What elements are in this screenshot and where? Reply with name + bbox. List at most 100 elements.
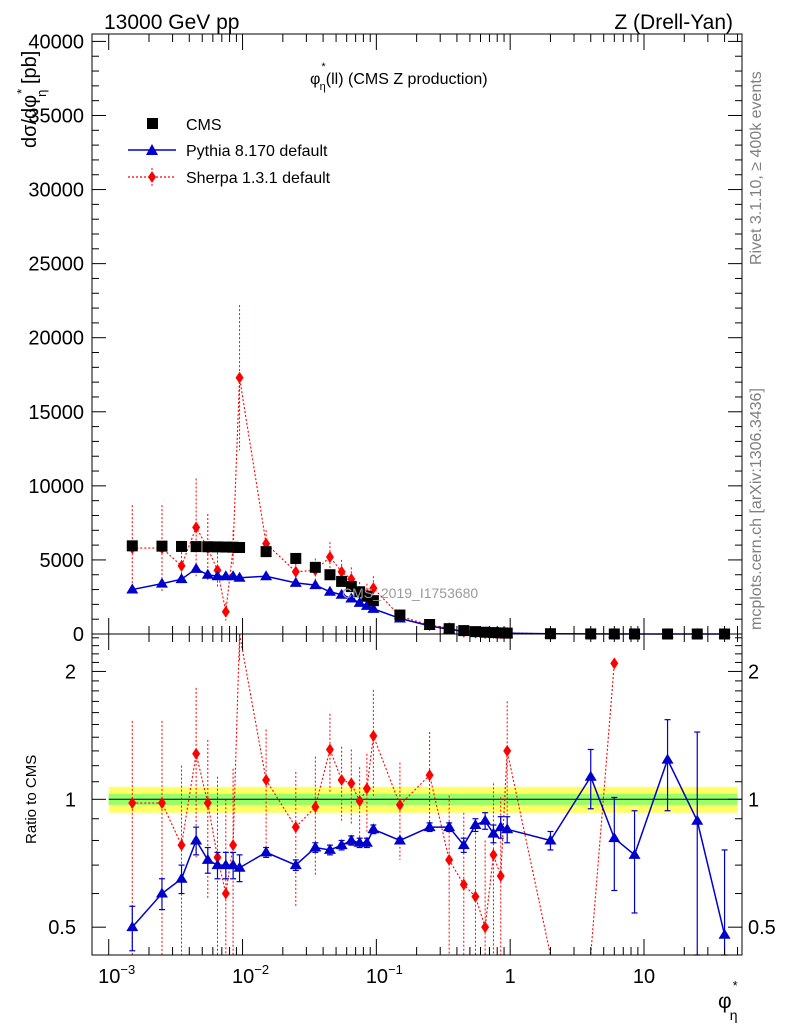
cms-main-point [190, 541, 202, 553]
cms-main-point [458, 625, 470, 637]
main-content-layer [126, 305, 731, 640]
pythia-ratio-point [190, 834, 203, 845]
pythia-ratio-point [360, 836, 373, 847]
title-star: * [321, 61, 326, 73]
sherpa-main-point [221, 605, 230, 618]
main-panel: 0 5000 10000 15000 20000 25000 30000 35000 40000… [28, 31, 743, 646]
cms-main-point [212, 541, 224, 553]
pythia-main-point [335, 588, 348, 599]
ratio-y-tick-label-right: 0.5 [748, 917, 776, 939]
pythia-ratio-line [131, 757, 726, 935]
sherpa-ratio-line [132, 633, 615, 956]
pythia-ratio-point [233, 861, 246, 872]
header-process: Z (Drell-Yan) [614, 11, 733, 34]
cms-main-point [220, 541, 232, 553]
ylabel-eta: η [34, 90, 49, 97]
ratio-y-tick-label-right: 1 [748, 789, 759, 811]
sherpa-ratio-point [503, 744, 512, 757]
x-tick-label: 1 [505, 966, 516, 988]
legend-sherpa-label: Sherpa 1.3.1 default [186, 170, 331, 187]
legend-pythia-label: Pythia 8.170 default [186, 143, 328, 160]
sherpa-ratio-point [347, 777, 356, 790]
sherpa-ratio-point [369, 729, 378, 742]
sherpa-ratio-point [203, 797, 212, 810]
x-tick-label: 10−1 [366, 962, 403, 988]
pythia-ratio-point [494, 821, 507, 832]
main-y-tick-label: 5000 [40, 550, 85, 572]
legend-pythia-marker [146, 144, 158, 155]
sherpa-main-point [337, 565, 346, 578]
ratio-panel: 10−3 10−2 10−1 1 100.5 0.51 12 2 [48, 633, 776, 988]
sherpa-ratio-point [362, 782, 371, 795]
cms-main-point [260, 546, 272, 558]
cms-main-point [227, 541, 239, 553]
pythia-ratio-point [443, 821, 456, 832]
pythia-ratio-point [718, 928, 731, 939]
sherpa-main-point [325, 550, 334, 563]
pythia-ratio-point [260, 846, 273, 857]
pythia-ratio-point [584, 770, 597, 781]
pythia-ratio-point [227, 859, 240, 870]
rivet-version-label: Rivet 3.1.10, ≥ 400k events [748, 71, 765, 265]
cms-main-point [479, 626, 491, 638]
ratio-y-tick-label-right: 2 [748, 661, 759, 683]
x-tick-label: 10−2 [232, 962, 269, 988]
cms-main-point [469, 626, 481, 638]
sherpa-ratio-point [157, 797, 166, 810]
sherpa-ratio-point [177, 839, 186, 852]
pythia-ratio-point [367, 823, 380, 834]
cms-main-point [361, 590, 373, 602]
pythia-ratio-point [661, 753, 674, 764]
cms-main-point [126, 540, 138, 552]
sherpa-ratio-point [471, 890, 480, 903]
legend-cms-marker [147, 118, 158, 129]
legend: CMS Pythia 8.170 default Sherpa 1.3.1 de… [128, 117, 331, 187]
pythia-main-point [360, 599, 373, 610]
ratio-axes: 10−3 10−2 10−1 1 100.5 0.51 12 2 [48, 634, 776, 988]
cms-main-point [367, 595, 379, 607]
sherpa-ratio-point [489, 848, 498, 861]
cms-main-point [336, 575, 348, 587]
cms-main-point [501, 627, 513, 639]
pythia-ratio-point [309, 841, 322, 852]
pythia-ratio-point [126, 921, 139, 932]
x-tick-mantissa: 10 [633, 966, 655, 988]
sherpa-ratio-point [325, 743, 334, 756]
x-axis-label: φ* η [718, 978, 738, 1023]
sherpa-ratio-point [481, 921, 490, 934]
ratio-y-tick-label: 2 [65, 661, 76, 683]
sherpa-ratio-point [262, 774, 271, 787]
pythia-main-point [260, 570, 273, 581]
main-y-axis-label: dσ/dφ* η [pb] [14, 51, 49, 148]
ratio-y-tick-label: 0.5 [48, 917, 76, 939]
cms-main-point [290, 552, 302, 564]
cms-main-point [394, 609, 406, 621]
legend-cms-label: CMS [186, 117, 222, 134]
main-y-tick-label: 20000 [28, 328, 84, 350]
pythia-ratio-point [469, 818, 482, 829]
header-energy: 13000 GeV pp [104, 11, 239, 34]
mcplots-label: mcplots.cern.ch [arXiv:1306.3436] [748, 388, 765, 630]
sherpa-main-point [177, 559, 186, 572]
ratio-y-axis-label: Ratio to CMS [23, 755, 40, 844]
x-tick-exponent: −3 [120, 962, 135, 977]
pythia-main-point [367, 602, 380, 613]
main-y-tick-label: 10000 [28, 476, 84, 498]
sherpa-ratio-point [311, 800, 320, 813]
sherpa-main-point [192, 521, 201, 534]
ylabel-unit: [pb] [19, 51, 41, 90]
pythia-ratio-point [487, 827, 500, 838]
sherpa-ratio-point [395, 798, 404, 811]
sherpa-ratio-point [128, 797, 137, 810]
ratio-frame [91, 633, 743, 956]
pythia-ratio-point [211, 859, 224, 870]
pythia-ratio-point [393, 834, 406, 845]
pythia-ratio-point [323, 843, 336, 854]
x-tick-mantissa: 10 [232, 966, 254, 988]
sherpa-ratio-point [337, 774, 346, 787]
cms-main-point [156, 540, 168, 552]
pythia-main-point [126, 583, 139, 594]
ylabel-d: dσ/dφ [19, 95, 41, 148]
pythia-main-point [201, 568, 214, 579]
